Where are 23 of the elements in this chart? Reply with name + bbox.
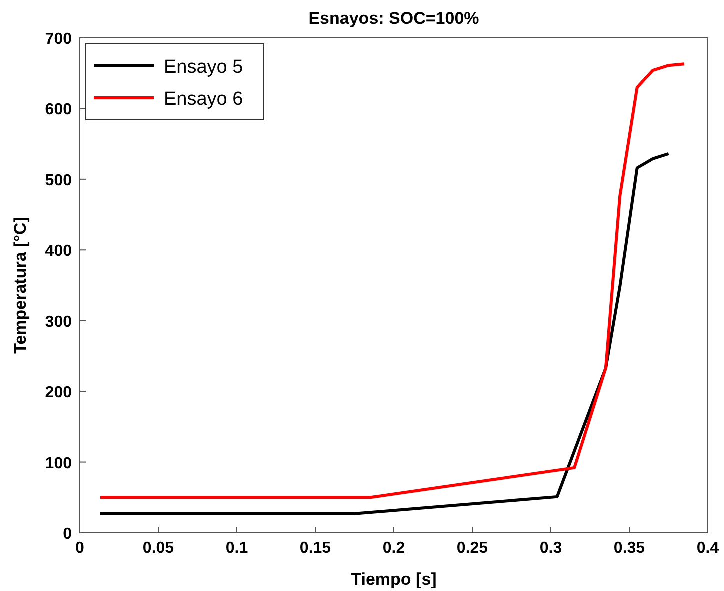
y-tick-label: 200	[45, 384, 72, 402]
x-tick-label: 0.4	[696, 540, 720, 557]
y-axis-title: Temperatura [°C]	[11, 217, 30, 354]
x-tick-label: 0.15	[300, 540, 332, 557]
x-tick-label: 0.3	[540, 540, 562, 557]
y-tick-label: 0	[63, 526, 72, 543]
y-tick-label: 300	[45, 314, 72, 331]
x-tick-label: 0.1	[226, 540, 248, 557]
x-tick-label: 0.05	[142, 540, 174, 557]
chart-title: Esnayos: SOC=100%	[308, 9, 480, 28]
y-tick-label: 400	[45, 243, 72, 260]
y-tick-label: 100	[45, 455, 72, 472]
y-tick-label: 500	[45, 172, 72, 190]
legend-label: Ensayo 6	[164, 89, 244, 110]
x-tick-label: 0.2	[382, 540, 406, 557]
y-tick-label: 700	[45, 31, 72, 48]
x-tick-label: 0.25	[456, 540, 488, 557]
x-tick-label: 0.35	[614, 540, 646, 557]
y-tick-label: 600	[45, 102, 72, 119]
x-axis-title: Tiempo [s]	[351, 570, 437, 589]
legend-label: Ensayo 5	[164, 57, 244, 78]
line-series	[98, 152, 670, 516]
x-tick-label: 0	[76, 540, 85, 557]
